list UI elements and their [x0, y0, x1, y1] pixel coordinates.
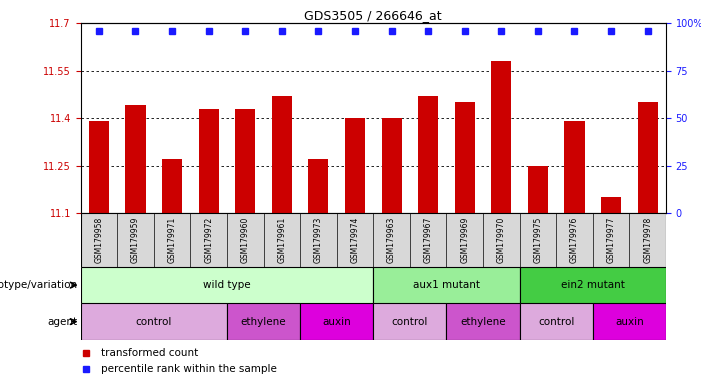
Text: ethylene: ethylene [240, 316, 286, 327]
Bar [374, 267, 519, 303]
Bar [162, 159, 182, 213]
Bar [345, 118, 365, 213]
Text: GSM179977: GSM179977 [606, 217, 615, 263]
Text: auxin: auxin [322, 316, 351, 327]
Text: transformed count: transformed count [101, 348, 198, 358]
Bar [564, 121, 585, 213]
Bar [198, 109, 219, 213]
Text: control: control [392, 316, 428, 327]
Text: control: control [135, 316, 172, 327]
Bar [491, 61, 512, 213]
Bar [519, 303, 593, 340]
Bar [300, 303, 374, 340]
Text: GSM179972: GSM179972 [204, 217, 213, 263]
Text: GSM179963: GSM179963 [387, 217, 396, 263]
Bar [638, 102, 658, 213]
Bar [272, 96, 292, 213]
Bar [528, 166, 548, 213]
Text: percentile rank within the sample: percentile rank within the sample [101, 364, 277, 374]
Bar [455, 102, 475, 213]
Text: GSM179960: GSM179960 [240, 217, 250, 263]
Text: GSM179969: GSM179969 [461, 217, 469, 263]
Text: GSM179958: GSM179958 [95, 217, 104, 263]
Text: GSM179975: GSM179975 [533, 217, 543, 263]
Bar [308, 159, 329, 213]
Bar [227, 303, 300, 340]
Bar [381, 118, 402, 213]
Bar [235, 109, 255, 213]
Text: genotype/variation: genotype/variation [0, 280, 77, 290]
Text: GSM179961: GSM179961 [278, 217, 286, 263]
Bar [81, 303, 227, 340]
Bar [89, 121, 109, 213]
Bar [447, 303, 519, 340]
Text: GSM179974: GSM179974 [350, 217, 360, 263]
Text: auxin: auxin [615, 316, 644, 327]
Bar [418, 96, 438, 213]
Bar [593, 303, 666, 340]
Text: GSM179959: GSM179959 [131, 217, 140, 263]
Text: GSM179973: GSM179973 [314, 217, 323, 263]
Text: ein2 mutant: ein2 mutant [561, 280, 625, 290]
Text: control: control [538, 316, 574, 327]
Text: ethylene: ethylene [461, 316, 506, 327]
Bar [519, 267, 666, 303]
Bar [374, 303, 447, 340]
Bar [81, 213, 666, 267]
Text: GSM179967: GSM179967 [423, 217, 433, 263]
Text: GSM179978: GSM179978 [643, 217, 652, 263]
Text: aux1 mutant: aux1 mutant [413, 280, 480, 290]
Text: agent: agent [47, 316, 77, 327]
Title: GDS3505 / 266646_at: GDS3505 / 266646_at [304, 9, 442, 22]
Text: wild type: wild type [203, 280, 251, 290]
Text: GSM179971: GSM179971 [168, 217, 177, 263]
Text: GSM179970: GSM179970 [497, 217, 506, 263]
Bar [125, 105, 146, 213]
Text: GSM179976: GSM179976 [570, 217, 579, 263]
Bar [81, 267, 373, 303]
Bar [601, 197, 621, 213]
